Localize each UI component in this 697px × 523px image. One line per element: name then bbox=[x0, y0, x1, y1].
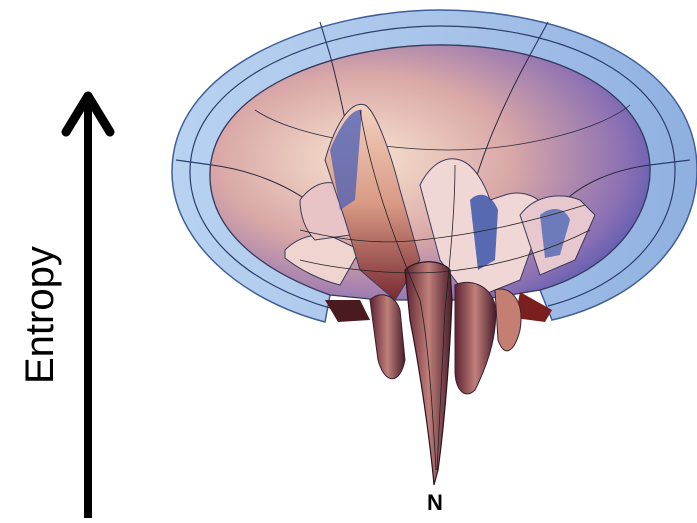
cutaway-shadow-left bbox=[325, 300, 370, 322]
rim-grid-line bbox=[649, 159, 691, 166]
cutaway-shadow-right bbox=[515, 292, 552, 322]
bowl-mesh-line bbox=[254, 104, 631, 151]
entropy-arrow bbox=[61, 91, 115, 518]
rim-ring bbox=[189, 25, 676, 307]
native-funnel-spike bbox=[404, 261, 453, 486]
native-state-label: N bbox=[427, 490, 443, 515]
landscape-valley bbox=[494, 288, 522, 352]
landscape-mesh-line bbox=[299, 229, 591, 274]
landscape-valley bbox=[454, 281, 497, 395]
rim-grid-line bbox=[529, 21, 549, 56]
landscape-mesh-line bbox=[359, 109, 437, 471]
landscape-mesh-line bbox=[299, 204, 586, 243]
entropy-axis-label: Entropy bbox=[18, 246, 62, 384]
rim-grid-line bbox=[319, 21, 331, 56]
landscape-valley bbox=[369, 294, 406, 380]
peak-blue-face bbox=[330, 109, 362, 210]
rugged-landscape bbox=[284, 103, 596, 486]
arrow-head bbox=[61, 91, 115, 137]
peak-blue-face bbox=[470, 194, 498, 270]
rim-ring-2 bbox=[189, 171, 331, 309]
rim-grid-line bbox=[175, 159, 213, 166]
landscape-mesh-line bbox=[436, 164, 456, 471]
peak-blue-face bbox=[540, 208, 570, 258]
landscape-terrace bbox=[284, 234, 361, 286]
